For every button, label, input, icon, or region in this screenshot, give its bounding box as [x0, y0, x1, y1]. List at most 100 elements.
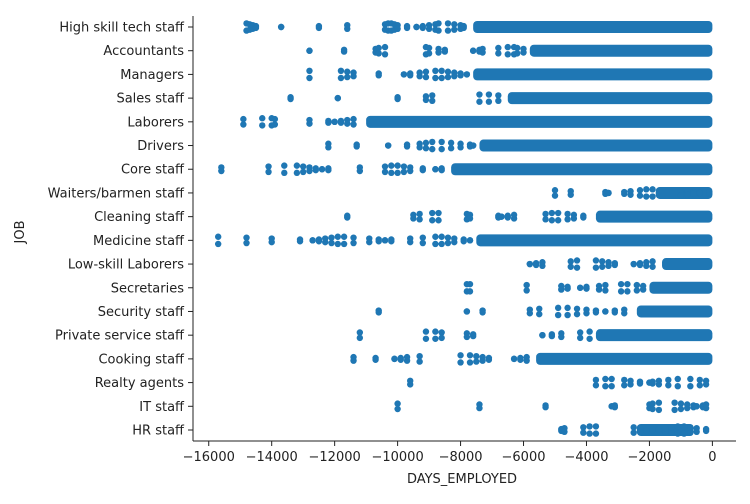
data-point: [407, 70, 414, 77]
data-point: [416, 210, 423, 218]
data-point: [473, 352, 480, 360]
data-point: [328, 239, 335, 247]
dense-point-band: [476, 234, 713, 247]
data-point: [451, 26, 458, 33]
data-point: [457, 144, 464, 151]
data-point: [407, 167, 414, 175]
data-point: [649, 186, 656, 193]
data-point: [259, 122, 266, 129]
data-point: [485, 356, 493, 363]
data-point: [592, 423, 600, 430]
data-point: [214, 233, 222, 240]
data-point: [388, 236, 395, 243]
data-point: [573, 264, 581, 271]
data-point: [621, 306, 628, 313]
data-point: [665, 376, 672, 384]
data-point: [381, 168, 389, 176]
data-point: [696, 382, 703, 389]
data-point: [318, 166, 326, 173]
data-point: [429, 138, 436, 146]
data-point: [706, 188, 713, 196]
data-point: [532, 259, 540, 267]
data-point: [312, 166, 319, 174]
data-point: [356, 329, 364, 336]
data-point: [432, 328, 439, 335]
dense-point-band: [655, 186, 713, 199]
data-point: [429, 92, 436, 99]
x-axis-label: DAYS_EMPLOYED: [407, 472, 517, 487]
data-point: [576, 329, 584, 336]
data-point: [315, 22, 323, 30]
dense-point-band: [479, 139, 713, 152]
dense-point-band: [473, 68, 713, 81]
data-point: [425, 44, 433, 52]
data-point: [435, 27, 442, 34]
data-point: [567, 191, 574, 198]
data-point: [627, 381, 634, 388]
data-point: [510, 355, 518, 363]
data-point: [586, 423, 593, 430]
data-point: [671, 399, 678, 406]
data-point: [636, 380, 644, 387]
data-point: [337, 117, 345, 125]
data-point: [633, 287, 641, 294]
data-point: [265, 163, 272, 170]
data-point: [498, 213, 505, 220]
data-point: [558, 330, 565, 337]
data-point: [684, 191, 691, 198]
data-point: [375, 44, 382, 52]
data-point: [306, 47, 313, 54]
x-tick-label: −6000: [502, 450, 546, 465]
data-point: [457, 72, 464, 79]
data-point: [394, 94, 401, 101]
data-point: [564, 210, 571, 218]
data-point: [422, 139, 430, 147]
data-point: [621, 188, 628, 196]
data-point: [580, 424, 587, 431]
data-point: [655, 425, 663, 433]
data-point: [586, 328, 593, 335]
data-point: [469, 142, 477, 149]
data-point: [432, 74, 439, 82]
data-point: [602, 308, 609, 315]
data-point: [350, 357, 357, 364]
data-point: [476, 98, 483, 105]
dense-point-band: [649, 281, 713, 294]
data-point: [435, 20, 442, 27]
data-point: [429, 217, 436, 224]
data-point: [334, 240, 341, 248]
data-point: [677, 400, 685, 407]
data-point: [479, 45, 486, 53]
data-point: [400, 168, 408, 176]
data-point: [328, 234, 335, 241]
data-point: [558, 286, 565, 293]
data-point: [469, 47, 477, 54]
data-point: [296, 238, 304, 245]
data-point: [344, 22, 351, 29]
data-point: [580, 214, 587, 221]
data-point: [636, 192, 644, 199]
data-point: [592, 430, 600, 437]
data-point: [444, 27, 452, 34]
data-point: [340, 233, 348, 240]
data-point: [655, 406, 663, 414]
data-point: [243, 239, 250, 247]
data-point: [425, 50, 433, 57]
data-point: [583, 310, 590, 317]
data-point: [444, 234, 452, 241]
data-point: [451, 21, 458, 28]
data-point: [643, 186, 650, 193]
data-point: [429, 209, 436, 217]
data-point: [649, 263, 656, 270]
data-point: [495, 92, 502, 99]
y-tick-label: IT staff: [139, 400, 185, 415]
data-point: [438, 334, 445, 342]
data-point: [435, 217, 442, 224]
data-point: [649, 426, 656, 434]
data-point: [407, 377, 414, 384]
data-point: [495, 44, 502, 52]
data-point: [214, 240, 222, 248]
data-point: [293, 169, 301, 177]
data-point: [419, 234, 426, 241]
y-tick-label: Managers: [120, 68, 184, 83]
